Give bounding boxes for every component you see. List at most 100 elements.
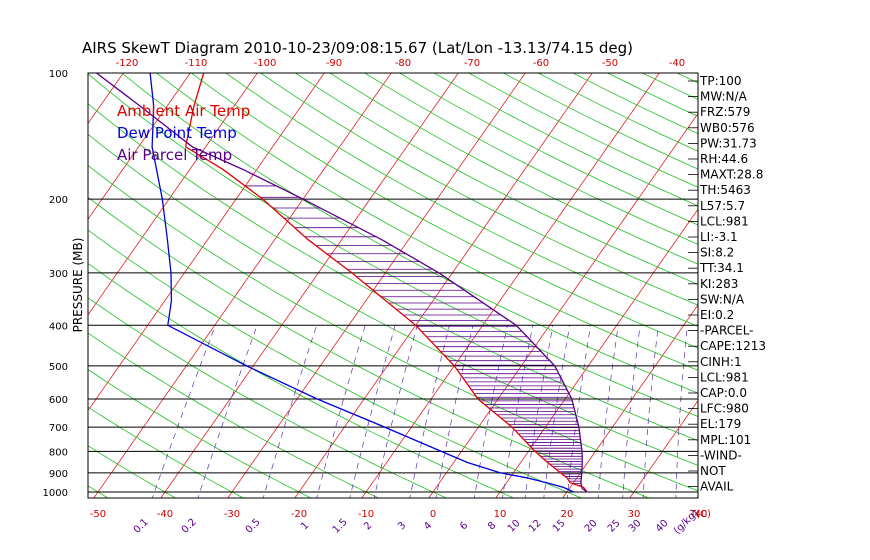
mixing-ratio-line [543,325,571,498]
mixing-ratio-tick-label: 25 [606,518,623,535]
mixing-ratio-line [622,325,641,498]
dry-adiabat-line [399,73,698,226]
dry-adiabat-line [190,73,698,349]
sounding-index-label: MW:N/A [700,90,748,104]
mixing-ratio-tick-label: 40 [654,518,671,535]
sounding-index-label: PW:31.73 [700,136,757,150]
sounding-index-label: SI:8.2 [700,246,734,260]
top-temp-tick-label: -110 [185,58,208,69]
mixing-ratio-unit-label: (g/kg) [672,508,701,537]
isotherm-line [0,73,56,501]
mixing-ratio-tick-label: 8 [486,520,498,532]
pressure-tick-label: 100 [49,69,68,80]
legend-entry: Dew Point Temp [117,124,237,142]
isotherm-line [160,73,459,498]
x-axis-unit-label: T(C) [689,509,711,520]
top-temp-tick-label: -70 [464,58,480,69]
top-temp-tick-label: -60 [533,58,549,69]
mixing-ratio-line [675,325,688,498]
mixing-ratio-tick-label: 6 [458,520,470,532]
y-axis-label: PRESSURE (MB) [71,238,85,333]
isotherm-line [495,208,698,498]
dry-adiabat-line [295,73,698,285]
top-temp-tick-label: -90 [326,58,342,69]
dew-point-curve [149,73,574,493]
pressure-tick-label: 1000 [43,488,68,499]
pressure-tick-label: 500 [49,362,68,373]
sounding-index-label: -PARCEL- [700,324,754,338]
top-temp-tick-label: -40 [669,58,685,69]
sounding-index-label: AVAIL [700,480,734,494]
bottom-temp-tick-label: -50 [90,509,106,520]
bottom-temp-tick-label: 20 [561,509,574,520]
pressure-tick-label: 900 [49,469,68,480]
sounding-index-label: EL:179 [700,417,741,431]
mixing-ratio-line [262,325,317,498]
dry-adiabat-line [88,485,109,498]
dry-adiabat-line [156,73,698,371]
sounding-index-label: NOT [700,464,726,478]
isotherm-line [88,73,258,316]
isotherm-line [93,73,392,498]
dry-adiabat-line [225,73,698,327]
legend-entry: Air Parcel Temp [117,146,232,164]
sounding-index-label: L57:5.7 [700,199,745,213]
sounding-index-label: LCL:981 [700,370,749,384]
dry-adiabat-line [88,332,380,498]
sounding-index-label: TH:5463 [699,183,751,197]
dry-adiabat-line [329,73,698,265]
dry-adiabat-line [88,297,448,498]
dry-adiabat-line [88,445,177,498]
mixing-ratio-tick-label: 0.5 [244,517,263,536]
isotherm-line [88,73,124,125]
isotherm-line [428,112,698,498]
legend-entry: Ambient Air Temp [117,102,250,120]
parcel-temp-curve [96,73,588,493]
top-temp-tick-label: -100 [254,58,277,69]
dry-adiabat-line [0,73,45,501]
dry-adiabat-line [88,229,583,498]
mixing-ratio-line [349,325,396,498]
sounding-index-label: CAPE:1213 [700,339,766,353]
isotherm-line [88,73,325,412]
dry-adiabat-line [364,73,698,245]
sounding-index-label: FRZ:579 [700,105,750,119]
isotherm-line [629,399,698,498]
mixing-ratio-tick-label: 15 [551,518,568,535]
mixing-ratio-tick-label: 0.2 [180,517,199,536]
ambient-temp-curve [184,73,588,493]
sounding-index-label: LFC:980 [700,402,749,416]
top-temp-tick-label: -80 [395,58,411,69]
bottom-temp-tick-label: -30 [224,509,240,520]
dry-adiabat-line [88,196,651,498]
sounding-index-label: -WIND- [700,448,742,462]
dry-adiabat-line [88,164,698,492]
bottom-temp-tick-label: -10 [358,509,374,520]
mixing-ratio-line [597,325,619,498]
isotherm-line [562,304,698,498]
sounding-index-label: EI:0.2 [700,308,734,322]
sounding-index-label: KI:283 [700,277,738,291]
chart-title: AIRS SkewT Diagram 2010-10-23/09:08:15.6… [82,39,633,57]
bottom-temp-tick-label: -40 [157,509,173,520]
sounding-index-label: MAXT:28.8 [700,168,763,182]
sounding-index-label: TP:100 [699,74,742,88]
dry-adiabat-line [88,262,515,498]
plot-frame [87,72,699,499]
mixing-ratio-line [197,325,258,498]
mixing-ratio-tick-label: 1 [299,520,311,532]
dry-adiabat-line [88,103,698,442]
sounding-index-label: MPL:101 [700,433,751,447]
dry-adiabat-line [260,73,698,306]
pressure-tick-label: 800 [49,447,68,458]
pressure-tick-label: 300 [49,269,68,280]
dry-adiabat-line [88,406,245,498]
mixing-ratio-tick-label: 0.1 [132,517,151,536]
sounding-index-label: TT:34.1 [699,261,744,275]
mixing-ratio-line [316,325,366,498]
dry-adiabat-line [88,133,698,466]
mixing-ratio-tick-label: 3 [396,520,408,532]
pressure-tick-label: 400 [49,321,68,332]
mixing-ratio-tick-label: 2 [362,520,374,532]
